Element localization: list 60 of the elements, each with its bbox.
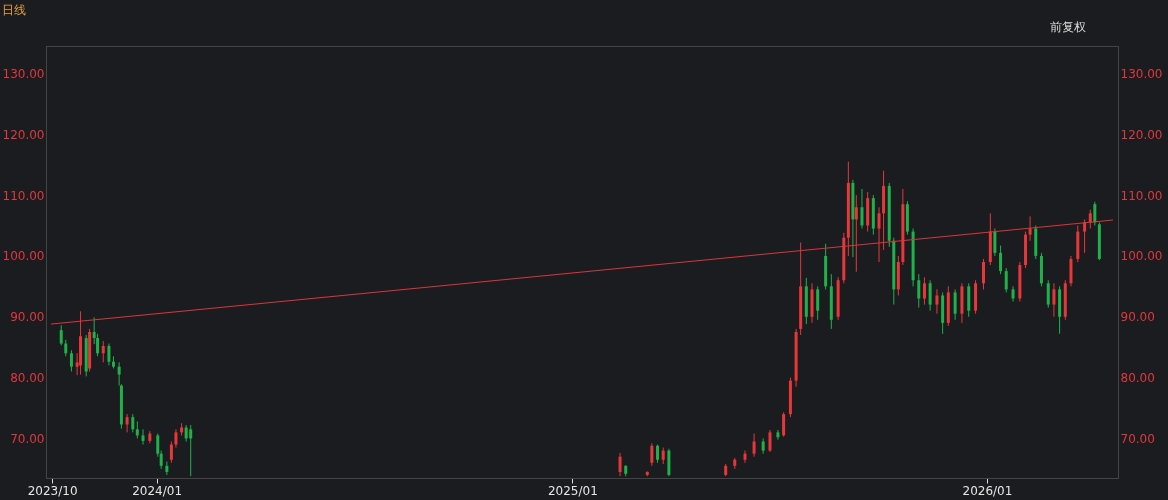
candlestick	[59, 324, 63, 346]
candlestick	[618, 452, 622, 477]
candlestick	[743, 450, 747, 464]
x-tick-label: 2023/10	[27, 483, 78, 498]
candlestick	[159, 450, 163, 470]
candlestick	[953, 288, 957, 321]
candlestick	[656, 444, 660, 464]
y2-tick-label: 110.00	[1120, 188, 1163, 203]
y-tick-label: 110.00	[2, 188, 45, 203]
candlestick	[69, 349, 73, 373]
candlestick	[169, 440, 173, 464]
candlestick	[982, 258, 986, 290]
candlestick	[935, 288, 939, 315]
candlestick	[768, 429, 772, 453]
candlestick	[752, 433, 756, 458]
y-tick-label: 80.00	[10, 371, 45, 386]
candlestick	[650, 442, 654, 467]
candlestick	[993, 228, 997, 257]
candlestick	[1004, 267, 1008, 293]
candlestick	[156, 433, 160, 458]
candlestick	[776, 429, 780, 441]
y-tick-label: 90.00	[10, 310, 45, 325]
candlestick	[174, 428, 178, 449]
candlestick	[1093, 201, 1097, 226]
y-tick-label: 130.00	[2, 66, 45, 81]
y-tick-label: 120.00	[2, 127, 45, 142]
y-tick-label: 70.00	[10, 431, 45, 446]
candlestick	[1046, 279, 1050, 309]
candlestick	[141, 428, 145, 446]
candlestick	[1052, 282, 1056, 318]
candlestick	[877, 206, 881, 263]
text: 前复权	[1050, 20, 1086, 34]
candlestick	[107, 343, 111, 366]
candlestick	[854, 194, 858, 273]
candlestick	[1083, 218, 1087, 254]
x-tick-label: 2025/01	[547, 483, 598, 498]
candlestick	[782, 411, 786, 438]
candlestick	[189, 424, 193, 477]
x-tick-label: 2024/01	[132, 483, 183, 498]
candlestick	[928, 279, 932, 312]
candlestick	[1088, 209, 1092, 230]
x-tick-label: 2026/01	[962, 483, 1013, 498]
y2-tick-label: 80.00	[1120, 371, 1155, 386]
y-tick-label: 100.00	[2, 249, 45, 264]
candlestick	[131, 413, 135, 433]
y2-tick-label: 90.00	[1120, 310, 1155, 325]
y2-tick-label: 120.00	[1120, 127, 1163, 142]
candlestick	[999, 245, 1003, 275]
candlestick	[1028, 215, 1032, 242]
candlestick	[860, 188, 864, 230]
chart-title: 日线	[2, 3, 27, 17]
y2-tick-label: 130.00	[1120, 66, 1163, 81]
candlestick	[165, 461, 169, 476]
candlestick	[125, 413, 129, 433]
y2-tick-label: 70.00	[1120, 431, 1155, 446]
candlestick	[816, 285, 820, 321]
candlestick	[101, 340, 105, 363]
candlestick	[922, 276, 926, 306]
y2-tick-label: 100.00	[1120, 249, 1163, 264]
candlestick	[917, 273, 921, 309]
